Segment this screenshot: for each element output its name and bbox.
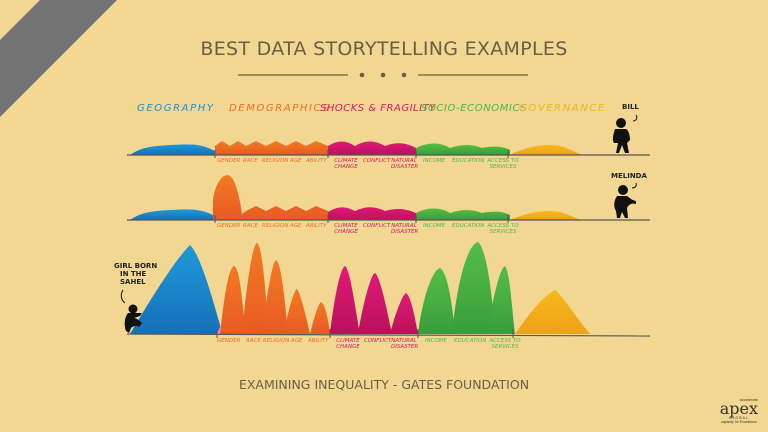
label-age: AGE [291, 338, 303, 344]
label-conflict: CONFLICT [363, 223, 391, 229]
category-governance: GOVERNANCE [519, 103, 606, 114]
person-label-girl-line1: GIRL BORN [114, 262, 158, 270]
label-natural-disaster: NATURAL DISASTER [391, 223, 419, 235]
label-race: RACE [246, 338, 261, 344]
title-divider [238, 72, 528, 78]
label-income: INCOME [423, 158, 446, 164]
label-gender: GENDER [217, 158, 241, 164]
person-label-bill: BILL [622, 103, 639, 111]
label-income: INCOME [423, 223, 446, 229]
label-religion: RELIGION [263, 338, 290, 344]
label-climate-change: CLIMATE CHANGE [334, 223, 358, 235]
label-access-to-services: ACCESS TO SERVICES [487, 158, 519, 170]
label-gender: GENDER [217, 338, 241, 344]
label-education: EDUCATION [454, 338, 487, 344]
category-shocks: SHOCKS & FRAGILITY [320, 103, 436, 114]
label-natural-disaster: NATURAL DISASTER [391, 338, 419, 350]
row-melinda [127, 175, 650, 223]
apex-logo: accelerate apex GLOBAL capacity for Exce… [720, 397, 758, 424]
label-conflict: CONFLICT [363, 158, 391, 164]
label-education: EDUCATION [452, 158, 485, 164]
label-ability: ABILITY [308, 338, 329, 344]
logo-sub: GLOBAL [728, 416, 749, 420]
label-conflict: CONFLICT [364, 338, 392, 344]
label-religion: RELIGION [262, 223, 289, 229]
melinda-figure-icon [614, 182, 637, 218]
page-title: BEST DATA STORYTELLING EXAMPLES [200, 38, 568, 60]
category-demographics: DEMOGRAPHICS [229, 103, 331, 114]
label-age: AGE [290, 158, 302, 164]
row-bill [127, 141, 650, 158]
logo-name: apex [719, 399, 758, 418]
label-race: RACE [243, 158, 258, 164]
label-access-to-services: ACCESS TO SERVICES [489, 338, 521, 350]
label-gender: GENDER [217, 223, 241, 229]
label-climate-change: CLIMATE CHANGE [334, 158, 358, 170]
label-access-to-services: ACCESS TO SERVICES [487, 223, 519, 235]
label-natural-disaster: NATURAL DISASTER [391, 158, 419, 170]
caption: EXAMINING INEQUALITY - GATES FOUNDATION [238, 377, 530, 392]
person-label-melinda: MELINDA [611, 172, 647, 180]
logo-super: accelerate [739, 397, 758, 402]
label-climate-change: CLIMATE CHANGE [336, 338, 360, 350]
person-label-girl-line3: SAHEL [120, 278, 146, 286]
label-ability: ABILITY [306, 158, 327, 164]
category-geography: GEOGRAPHY [137, 103, 215, 114]
label-income: INCOME [425, 338, 448, 344]
girl-figure-icon [120, 289, 142, 333]
logo-tagline: capacity for Excellence [720, 420, 757, 424]
bill-figure-icon [612, 114, 638, 153]
label-religion: RELIGION [262, 158, 289, 164]
category-socio-economics: SOCIO-ECONOMICS [421, 103, 528, 114]
label-age: AGE [290, 223, 302, 229]
row-girl-sahel [126, 242, 651, 338]
label-ability: ABILITY [306, 223, 327, 229]
label-education: EDUCATION [452, 223, 485, 229]
label-race: RACE [243, 223, 258, 229]
person-label-girl-line2: IN THE [120, 270, 147, 278]
